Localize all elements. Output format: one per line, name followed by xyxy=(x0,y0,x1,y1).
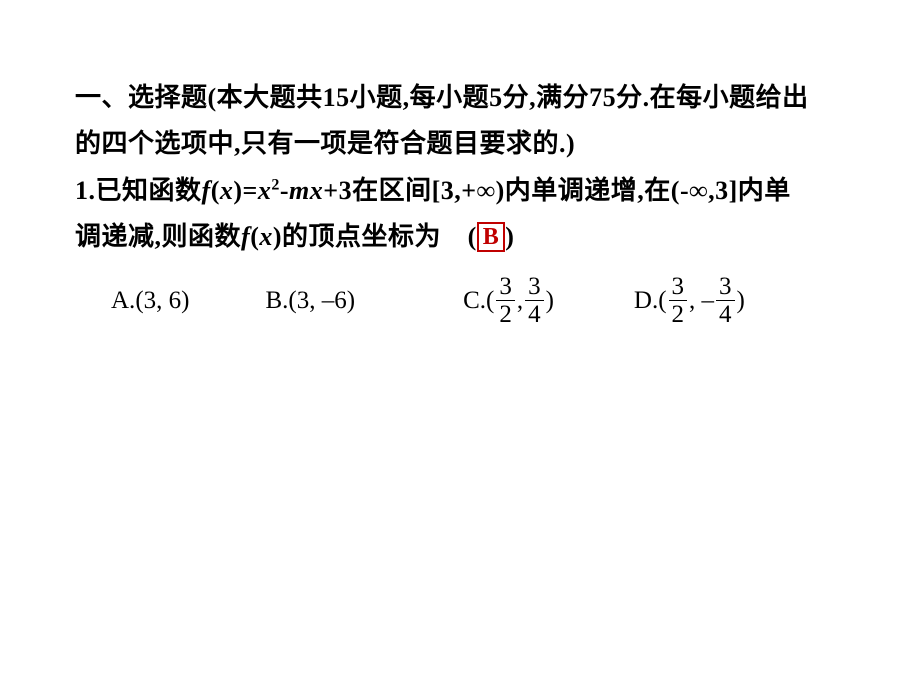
frac-den: 4 xyxy=(716,300,735,327)
q-mid2: 内单调递增,在 xyxy=(505,176,671,205)
q-spacer xyxy=(441,222,468,251)
q-exp2: 2 xyxy=(271,176,280,193)
option-d: D.( 3 2 , – 3 4 ) xyxy=(634,274,745,327)
q-intvl1: [3,+∞) xyxy=(432,176,505,205)
q-x2: x xyxy=(310,176,324,205)
option-c-frac-2: 3 4 xyxy=(525,274,544,327)
frac-num: 3 xyxy=(496,274,515,300)
option-a: A.(3, 6) xyxy=(111,287,189,315)
option-c-comma: , xyxy=(517,287,523,315)
option-b-label: B. xyxy=(265,287,288,315)
page: 一、选择题(本大题共15小题,每小题5分,满分75分.在每小题给出 的四个选项中… xyxy=(0,0,920,327)
q-plus3: +3 xyxy=(323,176,352,205)
q-tail: 的顶点坐标为 xyxy=(282,222,441,251)
q-mid1: 在区间 xyxy=(352,176,432,205)
q-line2a: 调递减,则函数 xyxy=(75,222,241,251)
option-c-open: ( xyxy=(486,287,494,315)
option-b: B.(3, –6) xyxy=(265,287,355,315)
q-fx2-close: ) xyxy=(273,222,282,251)
q-fx-open: ( xyxy=(211,176,220,205)
question-1: 1.已知函数f(x)=x2-mx+3在区间[3,+∞)内单调递增,在(-∞,3]… xyxy=(75,168,850,261)
option-d-close: ) xyxy=(737,287,745,315)
q-x: x xyxy=(258,176,272,205)
option-c: C.( 3 2 , 3 4 ) xyxy=(463,274,554,327)
answer-box: B xyxy=(477,222,506,252)
q-pre: 已知函数 xyxy=(96,176,202,205)
frac-den: 4 xyxy=(525,300,544,327)
heading-line-2: 的四个选项中,只有一项是符合题目要求的.) xyxy=(75,129,575,158)
frac-den: 2 xyxy=(669,300,688,327)
q-fx2-open: ( xyxy=(250,222,259,251)
option-c-label: C. xyxy=(463,287,486,315)
frac-den: 2 xyxy=(496,300,515,327)
option-b-text: (3, –6) xyxy=(288,287,355,315)
frac-num: 3 xyxy=(716,274,735,300)
option-c-frac-1: 3 2 xyxy=(496,274,515,327)
q-m: m xyxy=(289,176,310,205)
frac-num: 3 xyxy=(669,274,688,300)
q-minus: - xyxy=(280,176,289,205)
option-d-frac-1: 3 2 xyxy=(669,274,688,327)
frac-num: 3 xyxy=(525,274,544,300)
option-a-text: (3, 6) xyxy=(135,287,189,315)
options-row: A.(3, 6) B.(3, –6) C.( 3 2 , 3 4 ) D.( 3… xyxy=(75,274,850,327)
q-closep: ) xyxy=(505,222,514,251)
q-intvl2: (-∞,3] xyxy=(671,176,738,205)
q-fx2-f: f xyxy=(241,222,250,251)
heading-line-1: 一、选择题(本大题共15小题,每小题5分,满分75分.在每小题给出 xyxy=(75,83,809,112)
option-d-label: D. xyxy=(634,287,658,315)
q-fx-close: )= xyxy=(233,176,257,205)
q-fx-f: f xyxy=(202,176,211,205)
q-fx2-x: x xyxy=(259,222,273,251)
option-d-open: ( xyxy=(658,287,666,315)
option-d-frac-2: 3 4 xyxy=(716,274,735,327)
q-openp: ( xyxy=(468,222,477,251)
q-label: 1. xyxy=(75,176,96,205)
q-mid3: 内单 xyxy=(738,176,791,205)
q-fx-x: x xyxy=(220,176,234,205)
option-a-label: A. xyxy=(111,287,135,315)
section-heading: 一、选择题(本大题共15小题,每小题5分,满分75分.在每小题给出 的四个选项中… xyxy=(75,75,850,168)
option-c-close: ) xyxy=(546,287,554,315)
option-d-comma: , – xyxy=(689,287,714,315)
